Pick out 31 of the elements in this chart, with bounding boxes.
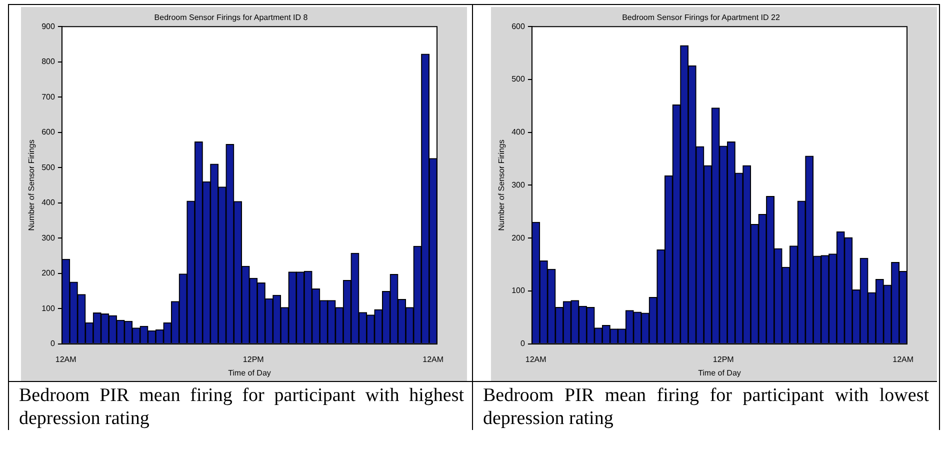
x-tick-label: 12AM <box>55 354 77 364</box>
x-axis-title: Time of Day <box>698 368 741 378</box>
x-tick-label: 12AM <box>422 354 444 364</box>
text: Bedroom PIR mean firing for participant with highest depression rating <box>19 384 464 430</box>
x-tick-label: 12AM <box>892 354 914 364</box>
y-tick-label: 300 <box>512 180 526 190</box>
y-tick-label: 800 <box>42 57 56 66</box>
y-tick-label: 900 <box>42 22 56 31</box>
y-axis-title: Number of Sensor Firings <box>27 140 36 231</box>
chart-title: Bedroom Sensor Firings for Apartment ID 22 <box>622 13 780 22</box>
y-tick-label: 0 <box>50 339 56 348</box>
y-tick-label: 100 <box>512 286 526 296</box>
y-tick-label: 0 <box>520 339 526 348</box>
y-tick-label: 100 <box>42 304 56 313</box>
chart-title: Bedroom Sensor Firings for Apartment ID 8 <box>154 13 308 22</box>
x-tick-label: 12AM <box>525 354 547 364</box>
y-tick-label: 700 <box>42 92 56 102</box>
x-axis-title: Time of Day <box>228 368 271 378</box>
y-tick-label: 300 <box>42 233 56 242</box>
y-tick-label: 400 <box>512 128 526 137</box>
y-tick-label: 200 <box>42 268 56 278</box>
text: Bedroom PIR mean firing for participant with lowest depression rating <box>483 384 929 430</box>
x-tick-label: 12PM <box>242 354 264 364</box>
y-tick-label: 200 <box>512 233 526 242</box>
y-tick-label: 500 <box>42 162 56 172</box>
y-tick-label: 400 <box>42 198 56 208</box>
y-tick-label: 500 <box>512 74 526 84</box>
y-tick-label: 600 <box>512 22 526 31</box>
y-tick-label: 600 <box>42 128 56 137</box>
x-tick-label: 12PM <box>712 354 734 364</box>
y-axis-title: Number of Sensor Firings <box>497 140 506 231</box>
